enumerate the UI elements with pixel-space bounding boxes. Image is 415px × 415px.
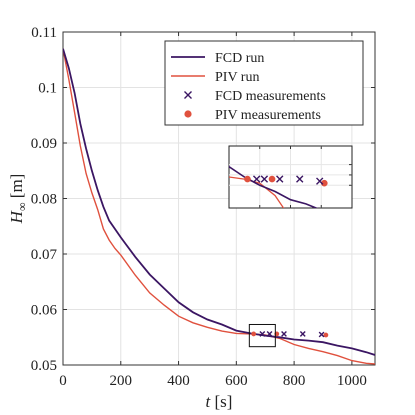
fcd-measurement-point — [318, 331, 325, 338]
piv-measurement-point — [323, 332, 329, 338]
y-tick-label: 0.06 — [31, 303, 58, 319]
legend: FCD run PIV run FCD measurements PIV measur… — [164, 40, 364, 126]
piv-run-line — [63, 48, 375, 365]
fcd-measurement-point — [281, 331, 287, 337]
y-tick-label: 0.1 — [38, 81, 57, 97]
inset-fcd-measurement — [296, 175, 304, 183]
y-axis-label: H∞ [m] — [7, 174, 29, 225]
zoom-box — [248, 323, 276, 348]
fcd-measurement-point — [259, 331, 266, 337]
inset-piv-measurement — [244, 175, 251, 183]
inset-fcd-measurement — [260, 175, 269, 183]
piv-measurement-point — [251, 331, 257, 337]
y-tick-label: 0.11 — [31, 25, 57, 41]
x-tick-label: 600 — [225, 373, 248, 389]
inset-fcd-measurement — [276, 175, 284, 183]
inset-fcd-line — [229, 165, 319, 208]
inset-plot — [228, 145, 353, 209]
inset-fcd-measurement — [252, 175, 261, 183]
x-tick-label: 200 — [110, 373, 133, 389]
inset-piv-measurement — [268, 175, 276, 183]
legend-box — [164, 40, 364, 126]
inset-fcd-measurement — [316, 177, 324, 185]
fcd-measurement-point — [299, 331, 306, 337]
fcd-measurement-point — [266, 331, 273, 337]
fcd-run-line — [63, 48, 375, 356]
x-tick-label: 800 — [283, 373, 306, 389]
inset-piv-measurement — [321, 179, 328, 187]
legend-fcd-measurements-label: FCD measurements — [215, 89, 326, 104]
y-tick-label: 0.09 — [31, 136, 57, 152]
legend-fcd-measurements-swatch — [184, 91, 192, 99]
y-tick-label: 0.07 — [31, 247, 58, 263]
legend-piv-measurements-swatch — [184, 110, 192, 118]
y-tick-label: 0.08 — [31, 192, 57, 208]
x-axis-label: t [s] — [206, 392, 233, 411]
legend-fcd-run-label: FCD run — [215, 51, 264, 66]
x-tick-label: 1000 — [337, 373, 367, 389]
x-tick-label: 0 — [59, 373, 67, 389]
x-tick-label: 400 — [167, 373, 190, 389]
legend-piv-measurements-label: PIV measurements — [215, 108, 321, 123]
y-tick-label: 0.05 — [31, 358, 57, 374]
legend-piv-run-label: PIV run — [215, 70, 259, 85]
